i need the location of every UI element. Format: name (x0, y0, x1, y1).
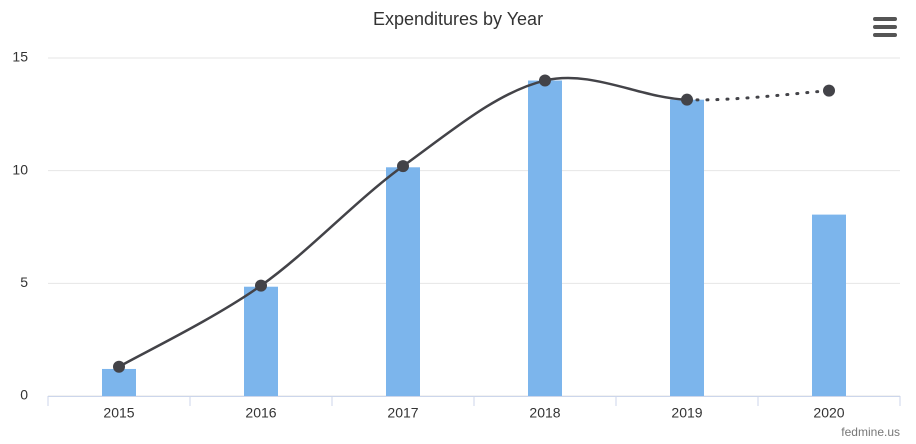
bar (528, 80, 562, 397)
y-tick-label: 10 (12, 161, 28, 177)
y-tick-label: 15 (12, 49, 28, 65)
line-point (539, 74, 551, 87)
bar (244, 286, 278, 396)
y-tick-label: 0 (20, 387, 28, 403)
line-point (681, 93, 693, 106)
menu-bar (873, 17, 897, 21)
line-projection (685, 89, 831, 102)
x-tick-label: 2018 (529, 405, 560, 421)
chart-title: Expenditures by Year (373, 9, 543, 29)
x-tick-label: 2019 (671, 405, 702, 421)
x-tick-label: 2020 (813, 405, 844, 421)
bar (102, 368, 136, 396)
line-point (823, 84, 835, 97)
line-point (113, 360, 125, 373)
menu-button[interactable] (873, 17, 897, 37)
menu-bar (873, 33, 897, 37)
bar (670, 99, 704, 396)
bar (812, 214, 846, 396)
line-point (255, 279, 267, 292)
menu-bar (873, 25, 897, 29)
line-point (397, 160, 409, 173)
y-tick-label: 5 (20, 274, 28, 290)
x-tick-label: 2017 (387, 405, 418, 421)
bar (386, 167, 420, 396)
credits[interactable]: fedmine.us (841, 425, 900, 439)
x-tick-label: 2015 (103, 405, 134, 421)
x-tick-label: 2016 (245, 405, 276, 421)
